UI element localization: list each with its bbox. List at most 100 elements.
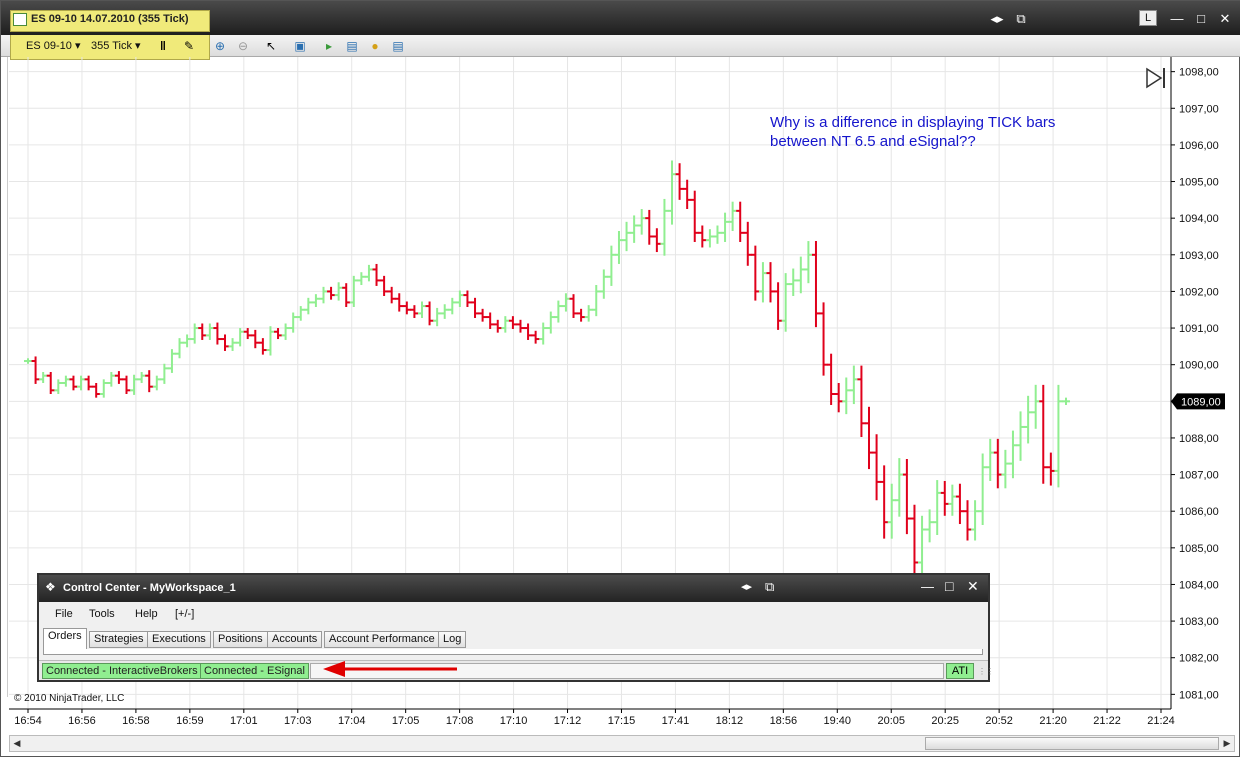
x-tick-label: 17:12 bbox=[554, 715, 582, 727]
resize-grip-icon[interactable]: ⋮⋮ bbox=[978, 667, 994, 676]
menu-help[interactable]: Help bbox=[135, 608, 158, 620]
properties-icon[interactable]: ▤ bbox=[392, 39, 404, 53]
ohlc-bar bbox=[766, 262, 775, 303]
ohlc-bar bbox=[963, 500, 972, 541]
ohlc-bar bbox=[334, 282, 343, 301]
ohlc-bar bbox=[524, 323, 533, 340]
ohlc-bar bbox=[327, 286, 336, 300]
tab-executions[interactable]: Executions bbox=[147, 631, 211, 648]
ohlc-bar bbox=[948, 484, 957, 516]
close-button[interactable]: ✕ bbox=[967, 578, 979, 594]
tab-positions[interactable]: Positions bbox=[213, 631, 268, 648]
ohlc-bar bbox=[69, 375, 78, 391]
x-tick-label: 17:01 bbox=[230, 715, 258, 727]
menu-file[interactable]: File bbox=[55, 608, 73, 620]
ohlc-bar bbox=[175, 338, 184, 359]
restore-tab-icon[interactable]: ⧉ bbox=[1016, 11, 1026, 26]
ohlc-bar bbox=[137, 372, 146, 383]
zoom-out-icon[interactable]: ⊖ bbox=[237, 39, 249, 53]
ohlc-bar bbox=[668, 160, 677, 225]
indicators-icon[interactable]: ▸ bbox=[325, 39, 333, 53]
chart-annotation: Why is a difference in displaying TICK b… bbox=[770, 113, 1130, 151]
zoom-in-icon[interactable]: ⊕ bbox=[214, 39, 226, 53]
tab-orders[interactable]: Orders bbox=[43, 628, 87, 649]
link-button[interactable]: L bbox=[1139, 10, 1157, 26]
maximize-button[interactable]: □ bbox=[945, 578, 954, 594]
move-tab-icon[interactable]: ◂▸ bbox=[741, 581, 753, 593]
tab-log[interactable]: Log bbox=[438, 631, 467, 648]
ohlc-bar bbox=[501, 316, 510, 333]
ohlc-bar bbox=[425, 301, 434, 326]
ohlc-bar bbox=[569, 294, 578, 318]
strategies-icon[interactable]: ▤ bbox=[346, 39, 358, 53]
ohlc-bar bbox=[387, 286, 396, 304]
left-margin bbox=[1, 57, 8, 697]
ohlc-bar bbox=[198, 323, 207, 340]
x-tick-label: 17:10 bbox=[500, 715, 528, 727]
tab-account-performance[interactable]: Account Performance bbox=[324, 631, 440, 648]
ohlc-bar bbox=[357, 272, 366, 286]
close-button[interactable]: ✕ bbox=[1219, 11, 1231, 26]
price-bars bbox=[24, 160, 1070, 577]
scroll-left-icon[interactable]: ◀ bbox=[13, 738, 21, 748]
ohlc-bar bbox=[448, 297, 457, 315]
chart-tab[interactable] bbox=[10, 10, 210, 32]
instrument-selector[interactable]: ES 09-10 ▾ bbox=[26, 39, 80, 52]
x-tick-label: 17:41 bbox=[662, 715, 690, 727]
bar-style-icon[interactable]: ‖ bbox=[160, 39, 166, 53]
y-tick-label: 1088,00 bbox=[1179, 433, 1219, 445]
horizontal-scrollbar[interactable]: ◀ ▶ bbox=[9, 735, 1235, 752]
tab-accounts[interactable]: Accounts bbox=[267, 631, 323, 648]
ohlc-bar bbox=[1001, 449, 1010, 489]
ohlc-bar bbox=[789, 268, 798, 297]
ohlc-bar bbox=[986, 438, 995, 481]
ohlc-bar bbox=[266, 326, 275, 356]
ohlc-bar bbox=[637, 209, 646, 235]
ohlc-bar bbox=[902, 459, 911, 535]
chart-trader-icon[interactable]: ● bbox=[371, 39, 379, 53]
x-tick-label: 17:04 bbox=[338, 715, 366, 727]
move-tab-icon[interactable]: ◂▸ bbox=[990, 11, 1004, 26]
chart-toolbar: ES 09-10 ▾ 355 Tick ▾ ‖ ✎ ⊕ ⊖ ↖ ▣ ▸ ▤ ● … bbox=[1, 35, 1240, 60]
annotation-line-2: between NT 6.5 and eSignal?? bbox=[770, 133, 976, 150]
last-price-marker: 1089,00 bbox=[1171, 393, 1225, 410]
tab-strategies[interactable]: Strategies bbox=[89, 631, 149, 648]
ohlc-bar bbox=[349, 275, 358, 307]
ohlc-bar bbox=[289, 312, 298, 333]
ohlc-bar bbox=[675, 163, 684, 200]
ohlc-bar bbox=[895, 458, 904, 517]
period-selector[interactable]: 355 Tick ▾ bbox=[91, 39, 141, 52]
ohlc-bar bbox=[130, 374, 139, 395]
scroll-right-icon[interactable]: ▶ bbox=[1223, 738, 1231, 748]
control-center-titlebar[interactable]: ❖ Control Center - MyWorkspace_1 ◂▸ ⧉ — … bbox=[39, 575, 988, 602]
ohlc-bar bbox=[1016, 411, 1025, 461]
ohlc-bar bbox=[152, 375, 161, 391]
ohlc-bar bbox=[910, 504, 919, 577]
scroll-thumb[interactable] bbox=[925, 737, 1219, 750]
ohlc-bar bbox=[417, 301, 426, 318]
ohlc-bar bbox=[880, 465, 889, 539]
y-tick-label: 1082,00 bbox=[1179, 653, 1219, 665]
ohlc-bar bbox=[342, 283, 351, 307]
ohlc-bar bbox=[107, 372, 116, 387]
maximize-button[interactable]: □ bbox=[1197, 11, 1205, 26]
ohlc-bar bbox=[160, 363, 169, 384]
minimize-button[interactable]: — bbox=[921, 579, 934, 594]
ohlc-bar bbox=[213, 322, 222, 345]
minimize-button[interactable]: — bbox=[1170, 11, 1184, 26]
drawing-tool-icon[interactable]: ✎ bbox=[183, 39, 195, 53]
instrument-label: ES 09-10 bbox=[26, 40, 72, 52]
ohlc-bar bbox=[24, 358, 32, 364]
menu-tools[interactable]: Tools bbox=[89, 608, 115, 620]
ohlc-bar bbox=[380, 275, 389, 297]
data-box-icon[interactable]: ▣ bbox=[294, 39, 306, 53]
ohlc-bar bbox=[842, 377, 851, 415]
restore-tab-icon[interactable]: ⧉ bbox=[765, 579, 775, 594]
menu-expand[interactable]: [+/-] bbox=[175, 608, 195, 620]
ohlc-bar bbox=[781, 273, 790, 332]
control-center-tabs: Orders Strategies Executions Positions A… bbox=[43, 628, 983, 650]
ohlc-bar bbox=[1039, 384, 1048, 484]
ohlc-bar bbox=[728, 201, 737, 231]
cursor-icon[interactable]: ↖ bbox=[265, 39, 277, 53]
ohlc-bar bbox=[584, 305, 593, 322]
